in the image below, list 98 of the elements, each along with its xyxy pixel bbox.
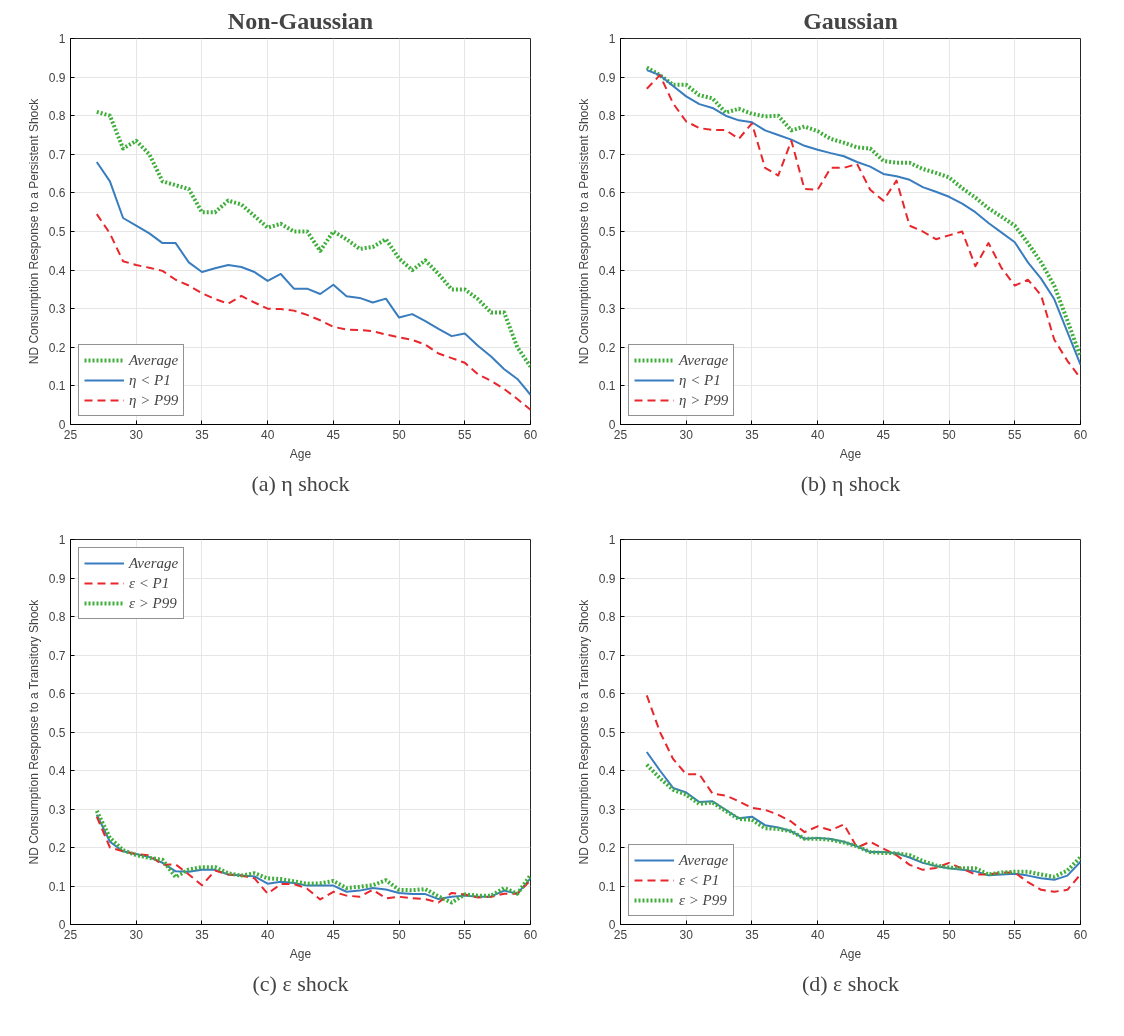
x-tick-label: 50 <box>942 927 957 942</box>
y-tick-label: 0.3 <box>598 802 616 817</box>
text: (d) ε shock <box>801 970 900 996</box>
legend-label: η > P99 <box>129 391 179 409</box>
y-tick-label: 0.6 <box>598 186 616 201</box>
y-tick-label: 0.8 <box>598 109 616 124</box>
legend-label: ε < P1 <box>679 871 720 889</box>
x-tick-label: 40 <box>260 427 275 442</box>
y-tick-label: 1 <box>608 533 616 547</box>
y-tick-label: 0.2 <box>598 841 616 855</box>
legend-label: ε < P1 <box>129 574 170 592</box>
y-tick-label: 0.8 <box>598 610 616 624</box>
y-tick-label: 0.4 <box>598 263 616 278</box>
y-tick-label: 0.7 <box>598 648 616 663</box>
text: (c) ε shock <box>252 970 349 996</box>
y-tick-label: 0.2 <box>598 340 616 355</box>
chart-title: Non-Gaussian <box>227 7 374 34</box>
y-axis-title: ND Consumption Response to a Persistent Shock <box>26 97 41 365</box>
x-tick-label: 50 <box>392 427 407 442</box>
x-tick-label: 40 <box>810 427 825 442</box>
x-tick-label: 45 <box>876 927 891 942</box>
x-tick-label: 35 <box>195 927 209 942</box>
chart-title: Gaussian <box>803 7 898 34</box>
x-tick-label: 30 <box>679 427 694 442</box>
y-tick-label: 0.1 <box>598 879 616 894</box>
x-tick-label: 55 <box>458 927 472 942</box>
x-tick-label: 50 <box>392 927 407 942</box>
y-tick-label: 0.9 <box>598 70 616 85</box>
y-axis-title: ND Consumption Response to a Transitory Shock <box>26 598 41 865</box>
x-tick-label: 35 <box>745 927 759 942</box>
x-tick-label: 30 <box>129 427 144 442</box>
y-tick-label: 0.2 <box>48 340 66 355</box>
y-tick-label: 0.5 <box>48 725 66 740</box>
x-tick-label: 60 <box>523 427 538 442</box>
text: (b) η shock <box>800 470 901 496</box>
legend-label: ε > P99 <box>129 594 177 612</box>
x-tick-label: 60 <box>523 927 538 942</box>
legend-label: Average <box>129 351 179 369</box>
x-axis-title: Age <box>289 446 312 461</box>
x-axis-title: Age <box>289 946 312 961</box>
y-axis-title: ND Consumption Response to a Transitory Shock <box>576 598 591 865</box>
x-axis-title: Age <box>839 946 862 961</box>
y-tick-label: 0.2 <box>48 841 66 855</box>
y-tick-label: 0.3 <box>598 302 616 317</box>
x-axis-title: Age <box>839 446 862 461</box>
text: (a) η shock <box>251 470 350 496</box>
y-tick-label: 0 <box>608 418 616 432</box>
x-tick-label: 60 <box>1073 427 1088 442</box>
y-tick-label: 0.4 <box>48 263 66 278</box>
x-tick-label: 45 <box>326 927 341 942</box>
legend-label: Average <box>679 351 729 369</box>
x-tick-label: 55 <box>1008 927 1022 942</box>
y-tick-label: 0.5 <box>48 225 66 239</box>
y-tick-label: 0.5 <box>598 725 616 740</box>
x-tick-label: 60 <box>1073 927 1088 942</box>
x-tick-label: 40 <box>260 927 275 942</box>
x-tick-label: 35 <box>195 427 209 442</box>
y-tick-label: 0.7 <box>48 648 66 663</box>
y-tick-label: 0.3 <box>48 302 66 317</box>
y-tick-label: 0.1 <box>598 379 616 394</box>
y-tick-label: 0.8 <box>48 109 66 124</box>
y-tick-label: 0.8 <box>48 610 66 624</box>
y-tick-label: 0 <box>58 418 66 432</box>
legend-label: η < P1 <box>679 371 721 389</box>
legend-label: Average <box>679 851 729 869</box>
y-tick-label: 1 <box>58 32 66 46</box>
y-tick-label: 0.3 <box>48 802 66 817</box>
y-tick-label: 0.7 <box>48 147 66 162</box>
x-tick-label: 55 <box>1008 427 1022 442</box>
y-tick-label: 1 <box>608 32 616 46</box>
y-tick-label: 0.6 <box>48 186 66 201</box>
x-tick-label: 55 <box>458 427 472 442</box>
x-tick-label: 30 <box>679 927 694 942</box>
y-tick-label: 0 <box>58 918 66 932</box>
y-tick-label: 0.1 <box>48 879 66 894</box>
x-tick-label: 40 <box>810 927 825 942</box>
y-tick-label: 0.6 <box>48 687 66 701</box>
y-tick-label: 0.9 <box>48 571 66 586</box>
legend-label: ε > P99 <box>679 891 727 909</box>
y-tick-label: 1 <box>58 533 66 547</box>
y-tick-label: 0.7 <box>598 147 616 162</box>
y-tick-label: 0.9 <box>48 70 66 85</box>
x-tick-label: 50 <box>942 427 957 442</box>
x-tick-label: 35 <box>745 427 759 442</box>
y-tick-label: 0.4 <box>598 764 616 778</box>
y-tick-label: 0.4 <box>48 764 66 778</box>
x-tick-label: 45 <box>876 427 891 442</box>
y-tick-label: 0.5 <box>598 225 616 239</box>
y-tick-label: 0.9 <box>598 571 616 586</box>
x-tick-label: 30 <box>129 927 144 942</box>
y-tick-label: 0 <box>608 918 616 932</box>
legend-label: η < P1 <box>129 371 171 389</box>
x-tick-label: 45 <box>326 427 341 442</box>
legend-label: η > P99 <box>679 391 729 409</box>
y-tick-label: 0.6 <box>598 687 616 701</box>
y-tick-label: 0.1 <box>48 379 66 394</box>
legend-label: Average <box>129 554 179 572</box>
y-axis-title: ND Consumption Response to a Persistent Shock <box>576 97 591 365</box>
